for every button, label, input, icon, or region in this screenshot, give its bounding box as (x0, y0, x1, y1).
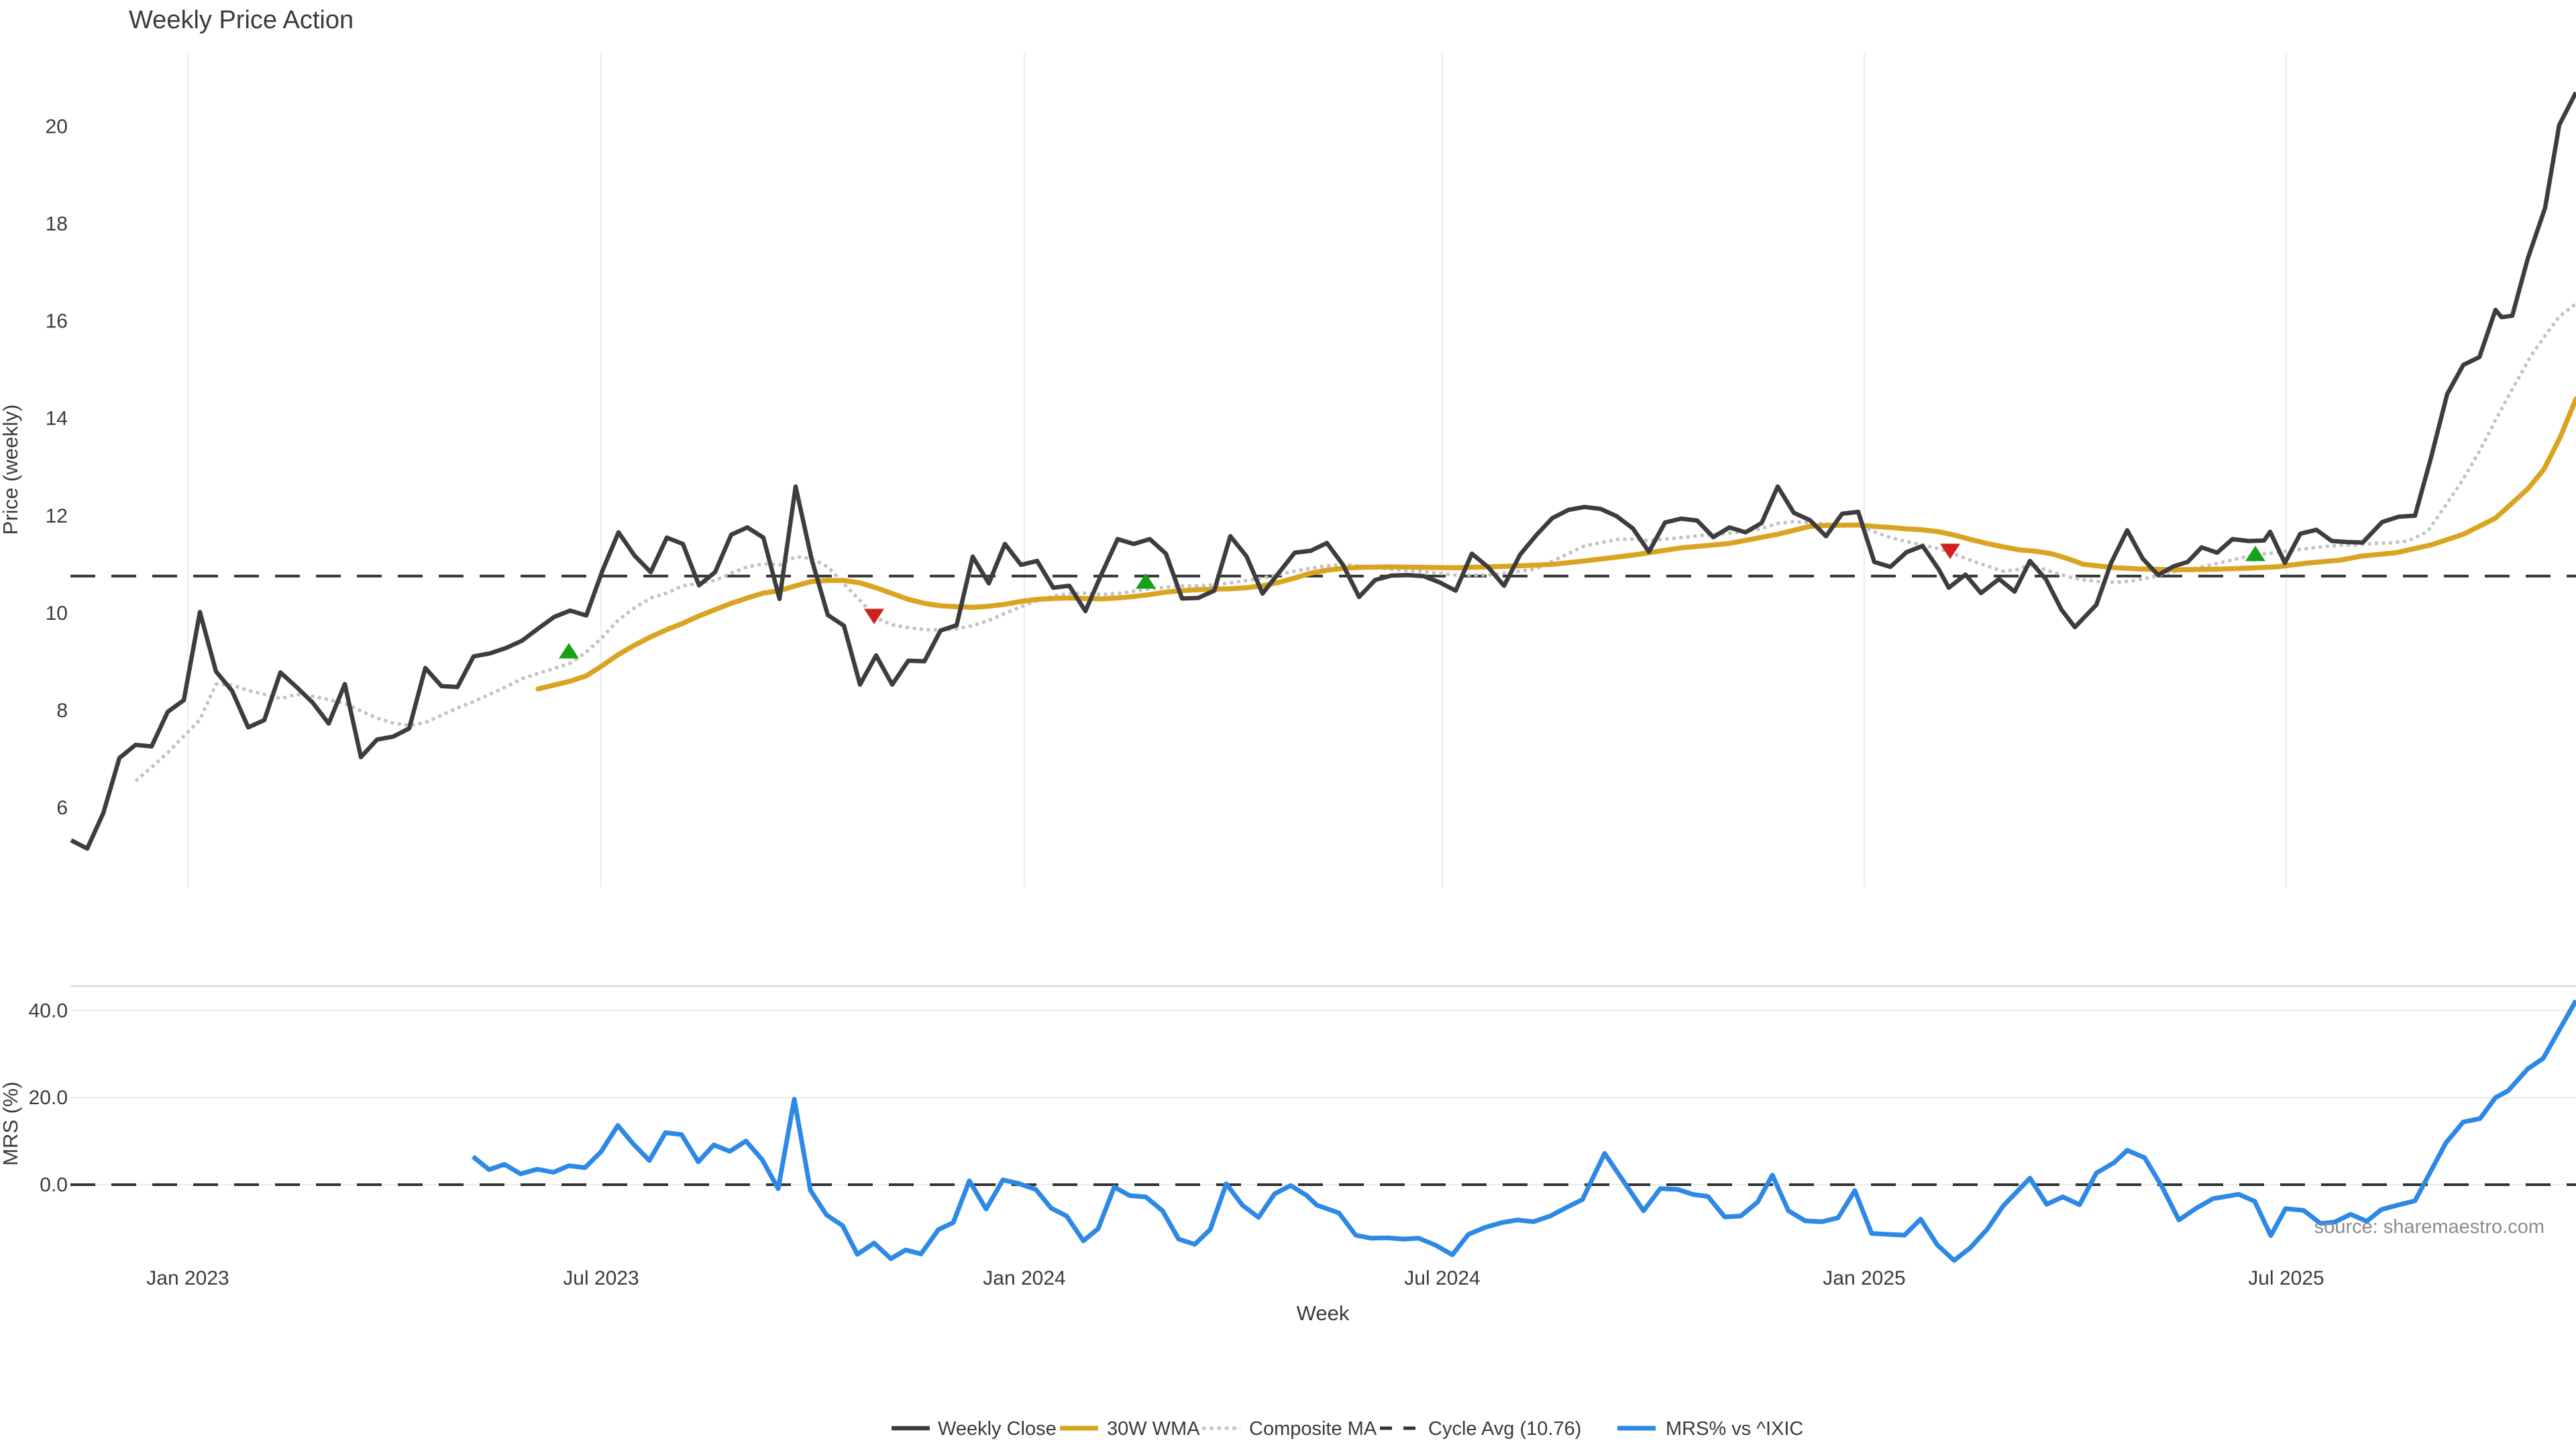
svg-text:20.0: 20.0 (29, 1087, 68, 1109)
svg-text:40.0: 40.0 (29, 1000, 68, 1022)
svg-text:10: 10 (46, 602, 68, 625)
svg-text:MRS% vs ^IXIC: MRS% vs ^IXIC (1666, 1418, 1803, 1440)
svg-text:Jan 2024: Jan 2024 (983, 1267, 1065, 1289)
svg-text:Cycle Avg (10.76): Cycle Avg (10.76) (1428, 1418, 1581, 1440)
svg-text:0.0: 0.0 (40, 1174, 68, 1196)
svg-text:12: 12 (46, 505, 68, 527)
svg-text:Jul 2023: Jul 2023 (563, 1267, 639, 1289)
svg-text:Weekly Close: Weekly Close (938, 1418, 1057, 1440)
svg-text:Week: Week (1297, 1301, 1350, 1325)
svg-text:source: sharemaestro.com: source: sharemaestro.com (2314, 1216, 2544, 1238)
svg-text:18: 18 (46, 213, 68, 235)
svg-text:30W WMA: 30W WMA (1107, 1418, 1200, 1440)
svg-text:8: 8 (56, 700, 68, 722)
svg-text:Jul 2025: Jul 2025 (2248, 1267, 2324, 1289)
svg-text:Weekly Price Action: Weekly Price Action (129, 6, 354, 34)
svg-text:6: 6 (56, 797, 68, 819)
svg-text:Jan 2025: Jan 2025 (1823, 1267, 1905, 1289)
svg-text:14: 14 (46, 408, 68, 430)
svg-text:Jan 2023: Jan 2023 (146, 1267, 229, 1289)
svg-text:Price (weekly): Price (weekly) (0, 405, 22, 535)
svg-text:16: 16 (46, 311, 68, 333)
svg-text:20: 20 (46, 116, 68, 138)
svg-text:Composite MA: Composite MA (1249, 1418, 1377, 1440)
svg-text:Jul 2024: Jul 2024 (1404, 1267, 1480, 1289)
svg-text:MRS (%): MRS (%) (0, 1081, 22, 1166)
